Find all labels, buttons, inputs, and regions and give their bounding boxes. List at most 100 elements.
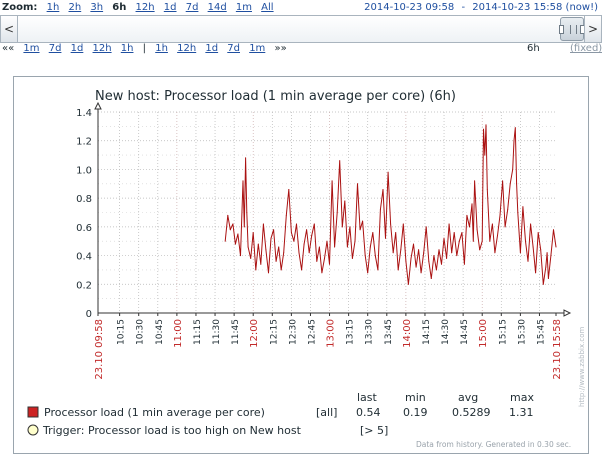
data-point	[250, 257, 252, 259]
data-point	[435, 269, 437, 271]
y-tick-label: 1.0	[76, 165, 92, 176]
back-12h-link[interactable]: 12h	[92, 43, 112, 54]
zoom-6h-link[interactable]: 6h	[112, 2, 127, 13]
zoom-1h-link[interactable]: 1h	[46, 2, 60, 13]
data-point	[458, 240, 460, 242]
data-point	[372, 232, 374, 234]
back-7d-link[interactable]: 7d	[48, 43, 62, 54]
y-tick-label: 1.4	[76, 108, 92, 119]
x-tick-label: 10:15	[117, 319, 127, 345]
thumb-left-handle[interactable]	[559, 25, 564, 34]
x-tick-label: 12:45	[307, 319, 317, 345]
legend-header-last: last	[357, 391, 378, 404]
legend-series-max: 1.31	[509, 406, 534, 419]
data-point	[537, 232, 539, 234]
data-point	[415, 266, 417, 268]
zoom-2h-link[interactable]: 2h	[68, 2, 82, 13]
back-1h-link[interactable]: 1h	[120, 43, 134, 54]
data-point	[446, 257, 448, 259]
data-point	[313, 223, 315, 225]
back-1m-link[interactable]: 1m	[23, 43, 40, 54]
data-point	[512, 168, 514, 170]
back-1d-link[interactable]: 1d	[70, 43, 84, 54]
data-point	[485, 124, 487, 126]
series-line	[224, 124, 557, 285]
data-point	[441, 263, 442, 265]
forward-12h-link[interactable]: 12h	[177, 43, 197, 54]
zoom-1m-link[interactable]: 1m	[235, 2, 252, 13]
data-point	[351, 257, 353, 259]
zoom-12h-link[interactable]: 12h	[135, 2, 155, 13]
data-point	[509, 183, 511, 185]
data-point	[550, 255, 552, 257]
data-point	[474, 180, 476, 182]
data-point	[514, 127, 516, 129]
data-point	[425, 226, 427, 228]
data-point	[232, 223, 234, 225]
zoom-3h-link[interactable]: 3h	[90, 2, 104, 13]
zoom-14d-link[interactable]: 14d	[207, 2, 227, 13]
y-tick-label: 0.4	[76, 252, 92, 263]
data-point	[329, 263, 330, 265]
forward-arrow[interactable]: »»	[274, 43, 287, 54]
data-point	[443, 237, 445, 239]
thumb-grip-icon	[570, 25, 577, 34]
legend-series-func: [all]	[316, 406, 337, 419]
data-point	[479, 249, 481, 251]
data-point	[298, 252, 300, 254]
legend: last min avg max Processor load (1 min a…	[27, 391, 534, 437]
data-point	[260, 263, 262, 265]
forward-1d-link[interactable]: 1d	[205, 43, 219, 54]
period-length: 6h	[527, 43, 540, 54]
timeline-scrollbar[interactable]: < >	[0, 15, 602, 43]
zoom-row: Zoom: 1h 2h 3h 6h 12h 1d 7d 14d 1m All	[2, 1, 280, 15]
data-point	[418, 249, 420, 251]
data-point	[321, 272, 323, 274]
data-point	[227, 214, 229, 216]
zoom-7d-link[interactable]: 7d	[185, 2, 199, 13]
data-point	[303, 243, 305, 245]
data-point	[283, 252, 285, 254]
x-tick-label: 13:45	[384, 319, 394, 345]
data-point	[469, 226, 470, 228]
forward-1m-link[interactable]: 1m	[249, 43, 266, 54]
fixed-toggle-link[interactable]: (fixed)	[570, 43, 602, 54]
x-tick-label: 13:15	[346, 319, 356, 345]
data-point	[525, 240, 526, 242]
data-point	[270, 237, 272, 239]
data-point	[410, 257, 412, 259]
zoom-all-link[interactable]: All	[261, 2, 274, 13]
data-point	[278, 246, 280, 248]
data-point	[530, 223, 532, 225]
x-tick-label: 12:00	[249, 319, 260, 348]
forward-7d-link[interactable]: 7d	[227, 43, 240, 54]
x-axis-arrow-icon	[563, 309, 572, 317]
data-point	[311, 235, 313, 236]
data-point	[379, 209, 381, 211]
data-point	[428, 260, 430, 262]
data-point	[471, 203, 473, 205]
data-point	[472, 240, 474, 242]
legend-trigger-text: Trigger: Processor load is too high on N…	[42, 424, 302, 437]
data-point	[247, 246, 249, 248]
x-tick-label: 11:45	[231, 319, 241, 345]
data-point	[255, 269, 257, 271]
data-point	[463, 263, 465, 265]
back-arrow[interactable]: ««	[2, 43, 18, 54]
data-point	[448, 223, 450, 225]
zoom-1d-link[interactable]: 1d	[163, 2, 177, 13]
period-separator: -	[461, 2, 466, 13]
x-tick-label: 14:30	[441, 319, 451, 345]
data-point	[346, 246, 348, 248]
scroll-thumb[interactable]	[559, 17, 585, 41]
x-tick-label: 15:00	[478, 319, 489, 348]
graph-footer: Data from history. Generated in 0.30 sec…	[416, 440, 571, 449]
data-point	[268, 272, 269, 274]
data-point	[341, 226, 343, 228]
forward-1h-link[interactable]: 1h	[155, 43, 168, 54]
data-point	[273, 229, 275, 231]
scroll-right-button[interactable]: >	[584, 16, 601, 42]
scroll-left-button[interactable]: <	[1, 16, 18, 42]
data-point	[400, 249, 402, 251]
data-point	[382, 189, 384, 190]
